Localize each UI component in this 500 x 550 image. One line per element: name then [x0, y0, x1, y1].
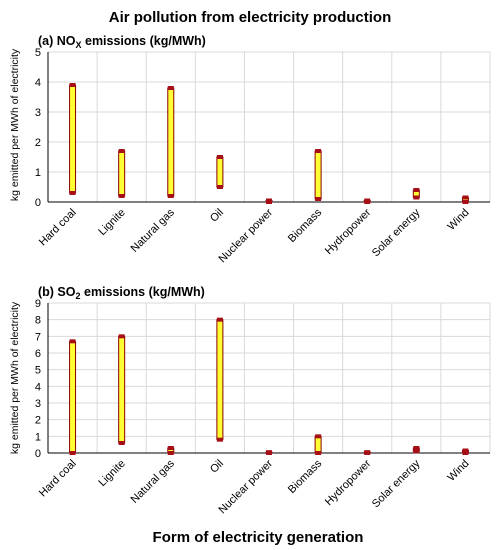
- range-cap-top: [118, 149, 125, 153]
- range-cap-bottom: [216, 437, 223, 442]
- range-bar: [118, 335, 126, 444]
- range-cap-bottom: [364, 200, 371, 204]
- y-tick-label: 5: [35, 365, 41, 377]
- panel-b: (b) SO2 emissions (kg/MWh) 0 1 2 3 4 5 6 7 8 9 kg e…: [9, 285, 491, 516]
- figure-title: Air pollution from electricity productio…: [109, 9, 392, 26]
- range-cap-bottom: [167, 194, 174, 198]
- panel-title-a: (a) NOX emissions (kg/MWh): [38, 34, 206, 50]
- y-tick-label: 9: [35, 298, 41, 310]
- range-bar: [69, 84, 77, 194]
- range-cap-top: [462, 448, 469, 453]
- y-tick-label: 6: [35, 348, 41, 360]
- range-cap-bottom: [118, 194, 125, 198]
- y-tick-label: 1: [35, 167, 41, 179]
- range-cap-bottom: [118, 441, 125, 445]
- y-axis-label: kg emitted per MWh of electricity: [9, 301, 21, 454]
- range-cap-top: [413, 188, 420, 192]
- category-label: Lignite: [96, 207, 127, 238]
- y-tick-label: 4: [35, 381, 41, 393]
- category-label: Hard coal: [37, 458, 79, 500]
- range-cap-bottom: [413, 195, 420, 200]
- range-cap-top: [118, 334, 125, 339]
- range-cap-bottom: [315, 451, 322, 455]
- category-label: Wind: [445, 458, 471, 484]
- panel-title-b: (b) SO2 emissions (kg/MWh): [38, 285, 205, 301]
- range-cap-top: [167, 86, 174, 90]
- range-cap-bottom: [364, 451, 371, 455]
- category-label: Oil: [208, 458, 226, 476]
- range-cap-top: [413, 446, 420, 450]
- range-cap-bottom: [167, 451, 174, 455]
- category-label: Biomass: [286, 457, 325, 496]
- y-tick-label: 4: [35, 77, 41, 89]
- x-axis-label: Form of electricity generation: [153, 529, 364, 546]
- range-cap-bottom: [266, 200, 272, 204]
- category-label: Oil: [208, 207, 226, 225]
- category-label: Lignite: [96, 458, 127, 489]
- range-bar: [69, 340, 77, 454]
- range-bar: [314, 150, 322, 200]
- range-cap-top: [69, 83, 76, 87]
- range-bar: [118, 150, 126, 197]
- y-tick-label: 3: [35, 107, 41, 119]
- y-tick-label: 8: [35, 315, 41, 327]
- category-label: Solar energy: [370, 457, 423, 510]
- y-axis-label: kg emitted per MWh of electricity: [9, 48, 21, 201]
- category-label: Biomass: [286, 206, 325, 245]
- range-bar: [314, 435, 322, 454]
- range-cap-top: [315, 434, 322, 439]
- category-label: Solar energy: [370, 206, 423, 259]
- range-cap-bottom: [413, 449, 420, 454]
- range-cap-top: [167, 446, 174, 450]
- range-bar: [167, 87, 175, 197]
- y-tick-label: 7: [35, 331, 41, 343]
- range-cap-bottom: [462, 451, 469, 455]
- range-bar: [216, 156, 224, 188]
- range-cap-top: [315, 149, 322, 153]
- range-cap-top: [216, 155, 223, 159]
- y-tick-label: 0: [35, 448, 41, 460]
- y-tick-label: 1: [35, 431, 41, 443]
- y-tick-label: 0: [35, 197, 41, 209]
- y-tick-label: 3: [35, 398, 41, 410]
- range-cap-bottom: [69, 191, 76, 195]
- category-label: Hard coal: [37, 207, 79, 249]
- category-label: Hydropower: [323, 206, 374, 257]
- range-cap-bottom: [315, 197, 322, 201]
- range-cap-bottom: [69, 451, 76, 455]
- category-label: Wind: [445, 207, 471, 233]
- y-tick-label: 2: [35, 137, 41, 149]
- range-cap-bottom: [462, 200, 469, 204]
- range-cap-top: [462, 195, 469, 200]
- panel-a: (a) NOX emissions (kg/MWh) 0 1 2 3 4 5 kg emitt…: [9, 34, 491, 265]
- range-bar: [216, 319, 224, 441]
- y-tick-label: 5: [35, 47, 41, 59]
- range-cap-bottom: [216, 185, 223, 189]
- category-label: Natural gas: [129, 457, 178, 506]
- y-tick-label: 2: [35, 415, 41, 427]
- range-cap-bottom: [266, 451, 272, 455]
- range-cap-top: [216, 317, 223, 322]
- category-label: Hydropower: [323, 457, 374, 508]
- category-label: Natural gas: [129, 206, 178, 255]
- range-cap-top: [69, 339, 76, 344]
